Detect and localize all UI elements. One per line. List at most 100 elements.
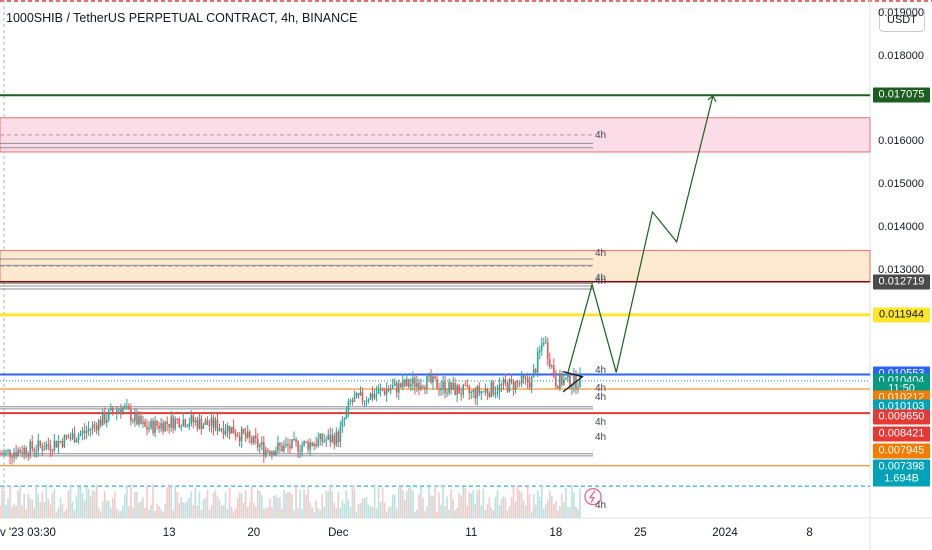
volume-bar [516, 486, 519, 518]
volume-bar [198, 491, 201, 518]
x-tick-label: 13 [162, 527, 176, 539]
currency-unit-button[interactable]: USDT [879, 8, 925, 32]
volume-bar [35, 484, 38, 518]
volume-bar [579, 488, 581, 518]
volume-bar [254, 506, 257, 518]
candle-body [216, 420, 219, 431]
timeframe-tag: 4h [595, 416, 607, 428]
volume-bar [154, 510, 156, 518]
volume-bar [25, 509, 27, 518]
volume-bar [252, 503, 255, 518]
volume-bar [484, 510, 487, 518]
volume-bar [41, 491, 44, 518]
candle-body [174, 419, 177, 429]
volume-bar [71, 501, 74, 518]
candle-body [63, 435, 66, 447]
candle-body [311, 442, 313, 446]
volume-bar [186, 500, 189, 518]
candle-body [124, 406, 126, 408]
volume-bar [301, 509, 303, 518]
volume-bar [573, 492, 575, 518]
volume-bar [456, 507, 458, 518]
candle-body [496, 392, 499, 394]
volume-bar [357, 503, 360, 518]
candle-body [150, 420, 152, 428]
volume-bar [101, 501, 104, 518]
candle-body [186, 426, 189, 428]
y-tick-label: 0.013000 [878, 263, 924, 276]
candle-body [277, 442, 279, 451]
candle-body [313, 443, 315, 446]
candle-body [436, 378, 438, 389]
candle-body [524, 377, 527, 379]
candle-body [9, 449, 11, 457]
volume-bar [478, 488, 481, 518]
volume-bar [329, 484, 332, 518]
volume-bar [89, 496, 92, 518]
volume-bar [331, 490, 334, 518]
volume-bar [210, 505, 213, 518]
volume-bar [226, 509, 229, 518]
candle-body [105, 419, 108, 423]
candle-body [474, 389, 477, 399]
candle-body [248, 431, 251, 438]
candle-body [565, 377, 567, 380]
volume-bar [69, 485, 72, 518]
volume-bar [156, 503, 158, 518]
volume-bar [138, 502, 140, 518]
volume-bar [387, 507, 390, 518]
volume-bar [410, 485, 412, 518]
volume-bar [474, 504, 477, 518]
candle-body [269, 451, 271, 455]
candle-body [5, 450, 7, 452]
candle-body [548, 358, 551, 367]
volume-bar [385, 511, 388, 518]
candle-body [190, 415, 193, 424]
candle-body [504, 379, 507, 383]
candle-body [103, 412, 106, 423]
volume-bar [162, 511, 164, 518]
candle-body [111, 407, 114, 413]
candle-body [506, 382, 509, 392]
volume-bar [454, 510, 456, 518]
volume-bar [361, 498, 364, 518]
candle-body [502, 379, 505, 385]
candle-body [37, 440, 40, 451]
volume-bar [164, 503, 166, 518]
candle-body [414, 378, 416, 387]
volume-bar [105, 500, 108, 518]
volume-bar [113, 491, 116, 518]
volume-bar [172, 510, 174, 518]
volume-bar [120, 511, 122, 518]
candle-body [55, 440, 58, 448]
candle-body [45, 444, 48, 450]
candle-body [83, 430, 86, 434]
candle-body [333, 435, 336, 445]
candle-body [158, 425, 160, 429]
volume-bar [67, 490, 70, 518]
candle-body [472, 389, 475, 392]
candle-body [281, 445, 283, 452]
x-tick-label: 8 [806, 527, 813, 539]
volume-bar [192, 504, 195, 518]
volume-bar [122, 505, 124, 518]
candle-body [563, 379, 565, 385]
candle-body [287, 443, 289, 446]
candle-body [416, 383, 418, 387]
volume-bar [375, 508, 378, 518]
volume-bar [408, 487, 410, 518]
candle-body [353, 397, 356, 402]
candle-body [555, 376, 557, 387]
volume-bar [19, 486, 21, 518]
candle-body [273, 451, 275, 455]
volume-bar [424, 511, 426, 518]
timeframe-tag: 4h [595, 247, 607, 259]
candle-body [210, 417, 213, 426]
candle-body [122, 407, 124, 413]
candle-body [516, 381, 519, 383]
candle-body [91, 424, 94, 429]
volume-bar [31, 499, 34, 518]
candle-body [250, 437, 253, 443]
candle-body [303, 441, 305, 446]
